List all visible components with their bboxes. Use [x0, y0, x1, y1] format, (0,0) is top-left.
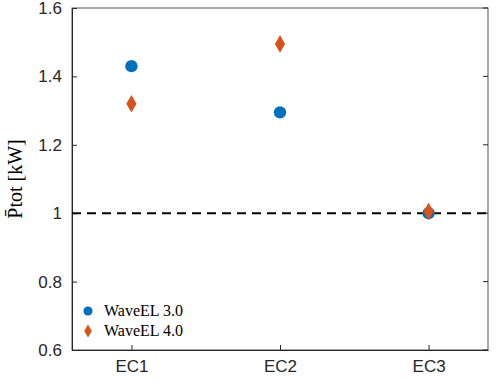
y-axis-line: [72, 9, 73, 351]
y-tick-mark-right: [483, 76, 488, 77]
y-tick-mark: [72, 145, 77, 146]
point: [274, 106, 286, 118]
x-tick-mark: [280, 345, 281, 350]
point: [275, 35, 285, 53]
x-tick-mark: [131, 345, 132, 350]
x-tick: EC2: [264, 345, 297, 376]
y-tick: 0.8: [38, 273, 77, 292]
y-tick: 1.2: [38, 136, 77, 155]
legend: WaveEL 3.0 WaveEL 4.0: [83, 302, 183, 339]
legend-item: WaveEL 4.0: [84, 322, 183, 339]
chart: 0.60.811.21.41.6EC1EC2EC3WaveEL 3.0WaveE…: [0, 0, 500, 386]
y-tick-mark-right: [483, 8, 488, 9]
y-tick-label: 0.8: [38, 273, 62, 292]
x-axis-line: [73, 350, 489, 351]
y-tick: 1.4: [38, 67, 77, 86]
legend-label: WaveEL 4.0: [104, 322, 183, 339]
y-tick: 0.6: [38, 341, 77, 360]
y-tick-mark: [72, 76, 77, 77]
x-tick: EC3: [413, 345, 446, 376]
y-tick-mark-right: [483, 281, 488, 282]
plot-frame: [72, 8, 488, 350]
y-tick-mark-right: [483, 144, 488, 145]
x-tick-label: EC3: [413, 357, 446, 376]
y-tick-label: 0.6: [38, 341, 62, 360]
legend-marker: [83, 306, 92, 315]
x-tick-label: EC1: [115, 357, 148, 376]
y-tick-mark: [72, 282, 77, 283]
legend-marker: [84, 324, 92, 337]
x-axis: EC1 EC2 EC3: [73, 345, 489, 376]
y-tick-label: 1.4: [38, 67, 62, 86]
y-tick: 1.6: [38, 0, 77, 18]
y-tick-label: 1.2: [38, 136, 62, 155]
legend-label: WaveEL 3.0: [104, 302, 183, 319]
plot: 0.60.811.21.41.6EC1EC2EC3WaveEL 3.0WaveE…: [38, 0, 488, 376]
x-tick: EC1: [115, 345, 148, 376]
y-axis-title: P̄tot [kW]: [4, 139, 26, 218]
point: [126, 95, 136, 113]
x-tick-label: EC2: [264, 357, 297, 376]
y-tick-label: 1: [53, 204, 62, 223]
point: [125, 60, 137, 72]
legend-item: WaveEL 3.0: [83, 302, 183, 319]
y-tick-label: 1.6: [38, 0, 62, 18]
y-axis: 0.6 0.8 1 1.2 1.4 1.6: [38, 0, 77, 360]
x-tick-mark: [429, 345, 430, 350]
data-area: [72, 35, 488, 220]
y-tick-mark: [72, 8, 77, 9]
point: [423, 203, 433, 221]
